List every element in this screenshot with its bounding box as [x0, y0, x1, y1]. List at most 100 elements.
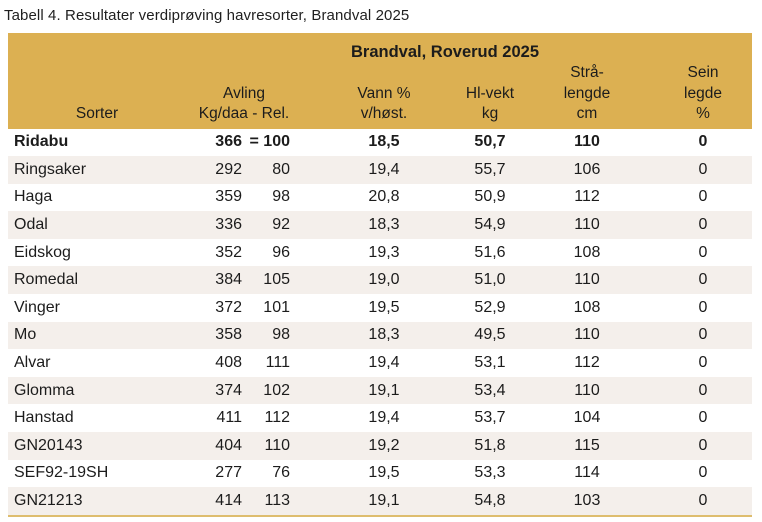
table-row: Vinger 372 101 19,5 52,9 108 0 — [8, 294, 752, 322]
cell-spacer — [290, 404, 308, 432]
cell-avling-rel: = 100 — [249, 133, 290, 151]
cell-straalengde: 110 — [520, 266, 654, 295]
cell-sorter: Eidskog — [14, 243, 71, 261]
column-header-vann-line1: Vann % — [357, 84, 411, 102]
cell-sorter: Haga — [14, 188, 53, 206]
cell-spacer — [290, 432, 308, 460]
cell-vann-prosent: 19,5 — [368, 464, 400, 482]
cell-sein-legde: 0 — [698, 464, 708, 482]
cell-vann-prosent: 19,4 — [308, 156, 460, 184]
cell-sein-legde: 0 — [654, 211, 752, 239]
trial-location-banner: Brandval, Roverud 2025 — [8, 33, 752, 63]
table-row: Odal 336 92 18,3 54,9 110 0 — [8, 211, 752, 239]
cell-straalengde: 112 — [574, 188, 600, 206]
cell-straalengde: 114 — [574, 464, 600, 482]
cell-avling-kgdaa: 277 — [215, 464, 242, 482]
column-header-avling-line2: Kg/daa - Rel. — [198, 105, 290, 122]
cell-avling-kgdaa: 411 — [216, 409, 242, 427]
table-row: GN21213 414 113 19,1 54,8 103 0 — [8, 487, 752, 516]
cell-avling-kgdaa: 359 — [215, 188, 242, 206]
table-row: Ridabu 366 = 100 18,5 50,7 110 0 — [8, 129, 752, 157]
cell-avling-rel: 80 — [242, 156, 290, 184]
column-header-straalengde-line1: Strå- — [570, 64, 604, 81]
table-row: Alvar 408 111 19,4 53,1 112 0 — [8, 349, 752, 377]
column-header-hlvekt-line2: kg — [481, 105, 499, 122]
cell-avling-kgdaa: 374 — [180, 376, 242, 405]
cell-spacer — [290, 321, 308, 350]
column-header-straalengde: Strå- lengde cm — [520, 63, 654, 129]
cell-sorter: Ridabu — [14, 133, 69, 151]
cell-hl-vekt: 53,4 — [460, 376, 520, 405]
cell-spacer — [290, 239, 308, 267]
cell-vann-prosent: 19,2 — [308, 432, 460, 460]
cell-sorter: Hanstad — [14, 409, 74, 427]
column-header-sorter: Sorter — [8, 63, 180, 129]
cell-vann-prosent: 19,1 — [308, 376, 460, 405]
table-row: Haga 359 98 20,8 50,9 112 0 — [8, 184, 752, 212]
cell-spacer — [290, 487, 308, 516]
cell-sorter: GN20143 — [8, 432, 180, 460]
cell-sein-legde: 0 — [654, 487, 752, 516]
column-header-vann: Vann % v/høst. — [308, 63, 460, 129]
cell-avling-rel: 102 — [242, 376, 290, 405]
cell-hl-vekt: 51,0 — [460, 266, 520, 295]
cell-avling-rel: 112 — [264, 409, 290, 427]
cell-sorter: Ringsaker — [8, 156, 180, 184]
table-row: Eidskog 352 96 19,3 51,6 108 0 — [8, 239, 752, 267]
cell-vann-prosent: 18,5 — [368, 133, 400, 151]
column-header-straalengde-line3: cm — [576, 105, 598, 122]
cell-avling-kgdaa: 414 — [180, 487, 242, 516]
cell-vann-prosent: 19,0 — [308, 266, 460, 295]
table-row: Hanstad 411 112 19,4 53,7 104 0 — [8, 404, 752, 432]
cell-sein-legde: 0 — [698, 188, 708, 206]
cell-avling-rel: 76 — [272, 464, 290, 482]
cell-straalengde: 108 — [573, 298, 601, 316]
cell-vann-prosent: 18,3 — [308, 321, 460, 350]
cell-hl-vekt: 49,5 — [460, 321, 520, 350]
cell-avling-kgdaa: 408 — [215, 354, 242, 372]
table-body: Ridabu 366 = 100 18,5 50,7 110 0 Ringsak… — [8, 129, 752, 516]
cell-hl-vekt: 53,1 — [474, 354, 506, 372]
column-header-avling-line1: Avling — [223, 84, 265, 102]
column-header-hlvekt: Hl-vekt kg — [460, 63, 520, 129]
cell-sorter: GN21213 — [8, 487, 180, 516]
cell-vann-prosent: 20,8 — [368, 188, 400, 206]
cell-vann-prosent: 19,3 — [368, 243, 400, 261]
cell-spacer — [290, 460, 308, 488]
cell-avling-rel: 92 — [242, 211, 290, 239]
cell-avling-rel: 113 — [242, 487, 290, 516]
column-header-straalengde-line2: lengde — [563, 84, 611, 102]
cell-sein-legde: 0 — [698, 298, 708, 316]
banner-row: Brandval, Roverud 2025 — [8, 33, 752, 63]
cell-hl-vekt: 53,3 — [474, 464, 506, 482]
cell-vann-prosent: 18,3 — [308, 211, 460, 239]
cell-hl-vekt: 50,9 — [474, 188, 506, 206]
cell-avling-rel: 111 — [265, 354, 290, 372]
table-header: Brandval, Roverud 2025 Sorter Avling Kg/… — [8, 33, 752, 129]
cell-hl-vekt: 54,8 — [460, 487, 520, 516]
cell-hl-vekt: 55,7 — [460, 156, 520, 184]
cell-straalengde: 103 — [520, 487, 654, 516]
cell-sein-legde: 0 — [698, 354, 708, 372]
column-header-seinlegde: Sein legde % — [654, 63, 752, 129]
cell-sein-legde: 0 — [654, 376, 752, 405]
cell-hl-vekt: 52,9 — [474, 298, 506, 316]
cell-hl-vekt: 51,8 — [460, 432, 520, 460]
cell-sein-legde: 0 — [698, 409, 708, 427]
cell-spacer — [290, 266, 308, 295]
table-row: Romedal 384 105 19,0 51,0 110 0 — [8, 266, 752, 295]
cell-hl-vekt: 53,7 — [474, 409, 506, 427]
cell-avling-rel: 98 — [242, 321, 290, 350]
cell-straalengde: 115 — [520, 432, 654, 460]
results-table: Brandval, Roverud 2025 Sorter Avling Kg/… — [8, 33, 752, 517]
cell-sein-legde: 0 — [654, 321, 752, 350]
cell-avling-kgdaa: 384 — [180, 266, 242, 295]
cell-avling-kgdaa: 372 — [215, 298, 242, 316]
cell-straalengde: 110 — [520, 211, 654, 239]
cell-sorter: Alvar — [14, 354, 51, 372]
cell-spacer — [290, 376, 308, 405]
cell-straalengde: 110 — [520, 321, 654, 350]
cell-avling-kgdaa: 404 — [180, 432, 242, 460]
column-header-vann-line2: v/høst. — [360, 105, 408, 122]
